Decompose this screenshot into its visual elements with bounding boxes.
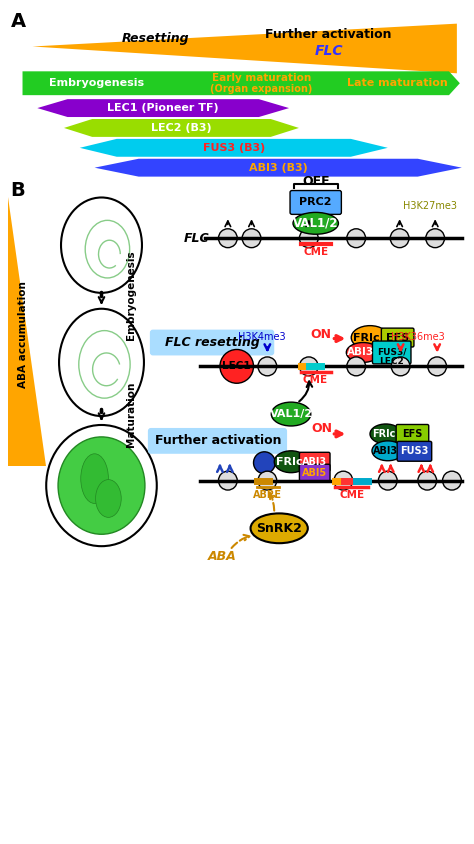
Text: FLC: FLC [314,45,343,58]
Ellipse shape [81,454,109,504]
Circle shape [428,357,447,376]
Polygon shape [37,99,289,117]
Text: FRIc: FRIc [372,429,395,439]
Text: Embryogenesis: Embryogenesis [126,250,136,339]
Text: A: A [11,12,26,30]
Text: EFS: EFS [402,429,423,439]
Ellipse shape [271,402,311,426]
Ellipse shape [370,424,401,444]
Ellipse shape [96,479,121,517]
Circle shape [242,229,261,247]
Polygon shape [80,139,388,157]
Text: FLC: FLC [183,232,209,245]
Text: Early maturation: Early maturation [212,73,311,84]
Text: CME: CME [303,247,328,257]
FancyBboxPatch shape [396,425,429,443]
Circle shape [334,471,353,490]
FancyBboxPatch shape [148,428,287,454]
Text: ABI3: ABI3 [346,348,374,358]
Text: ABI3: ABI3 [373,446,398,456]
Text: FLC resetting: FLC resetting [164,336,259,349]
Ellipse shape [58,437,145,534]
Circle shape [219,471,237,490]
Text: FUS3/: FUS3/ [377,348,407,357]
Text: ABI3 (B3): ABI3 (B3) [249,163,308,173]
Circle shape [390,229,409,247]
Text: B: B [11,181,26,199]
Text: ON: ON [310,328,331,341]
Text: PRC2: PRC2 [300,197,332,208]
Ellipse shape [274,451,308,473]
Circle shape [220,349,254,383]
Text: Embryogenesis: Embryogenesis [49,78,144,89]
Polygon shape [64,119,299,137]
Text: H3K27me3: H3K27me3 [402,202,456,212]
Text: FUS3: FUS3 [400,446,428,456]
Polygon shape [23,72,460,95]
Text: ABRE: ABRE [253,490,282,500]
Text: LEC1: LEC1 [222,361,251,371]
Polygon shape [8,197,46,466]
Circle shape [378,471,397,490]
Text: Further activation: Further activation [155,435,281,447]
Circle shape [426,229,445,247]
Text: CME: CME [302,376,327,385]
Circle shape [443,471,461,490]
Text: LEC2: LEC2 [379,357,404,366]
FancyBboxPatch shape [150,330,274,355]
Circle shape [391,357,410,376]
Text: VAL1/2: VAL1/2 [293,217,338,230]
Text: LEC2 (B3): LEC2 (B3) [151,123,212,133]
FancyBboxPatch shape [290,191,341,214]
Circle shape [347,229,365,247]
Circle shape [219,229,237,247]
Text: ABI3: ABI3 [302,457,327,467]
Ellipse shape [293,213,338,235]
FancyBboxPatch shape [373,341,411,364]
Text: LEC1 (Pioneer TF): LEC1 (Pioneer TF) [108,103,219,113]
Text: H3K4me3: H3K4me3 [237,332,285,342]
Text: ABI5: ABI5 [302,468,327,478]
Text: OFF: OFF [302,175,329,188]
Ellipse shape [372,441,403,461]
Polygon shape [95,159,462,176]
Circle shape [347,357,365,376]
Text: ON: ON [311,423,332,436]
Circle shape [254,452,275,473]
Text: Maturation: Maturation [126,381,136,446]
Ellipse shape [251,513,308,544]
FancyBboxPatch shape [397,441,432,461]
Text: FRIc: FRIc [353,333,379,343]
Circle shape [418,471,437,490]
Circle shape [258,471,277,490]
Text: VAL1/2: VAL1/2 [270,409,312,419]
Text: H3K36me3: H3K36me3 [391,332,444,342]
Ellipse shape [351,326,389,349]
Text: ABA: ABA [208,549,237,563]
Ellipse shape [346,343,380,362]
Text: EFS: EFS [386,333,409,343]
Text: (Organ expansion): (Organ expansion) [210,84,313,95]
Text: ABA accumulation: ABA accumulation [18,281,27,388]
Text: CME: CME [340,490,365,500]
Text: FRIc: FRIc [276,457,302,467]
Text: FUS3 (B3): FUS3 (B3) [203,143,265,153]
Text: Late maturation: Late maturation [347,78,448,89]
Text: SnRK2: SnRK2 [256,522,302,535]
Circle shape [300,229,318,247]
FancyBboxPatch shape [300,452,330,471]
Circle shape [300,357,318,376]
Circle shape [258,357,277,376]
FancyBboxPatch shape [382,328,414,347]
Text: Resetting: Resetting [122,32,190,45]
Text: Further activation: Further activation [265,28,392,41]
Polygon shape [32,24,457,73]
FancyBboxPatch shape [300,464,330,481]
